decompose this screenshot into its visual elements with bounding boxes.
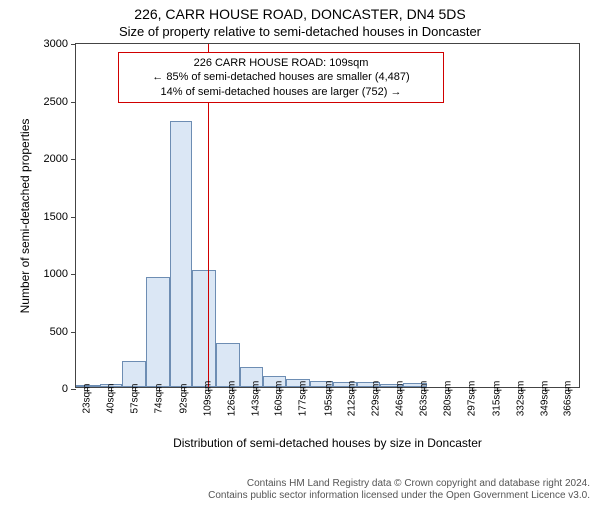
x-tick-label: 143sqm [250,381,261,417]
y-tick-label: 500 [50,326,68,338]
x-axis-label: Distribution of semi-detached houses by … [75,436,580,450]
x-tick-label: 109sqm [202,381,213,417]
y-tick-label: 3000 [44,38,68,50]
page-title: 226, CARR HOUSE ROAD, DONCASTER, DN4 5DS [0,6,600,22]
y-tick-label: 2000 [44,153,68,165]
x-tick-label: 212sqm [347,381,358,417]
y-tick-label: 2500 [44,96,68,108]
footer-attribution: Contains HM Land Registry data © Crown c… [208,478,590,502]
x-tick-label: 366sqm [563,381,574,417]
y-tick-label: 1000 [44,268,68,280]
y-tick [71,159,76,160]
x-tick-label: 229sqm [371,381,382,417]
info-box-line: ← 85% of semi-detached houses are smalle… [127,70,435,84]
y-tick-label: 1500 [44,211,68,223]
chart-container: 05001000150020002500300023sqm40sqm57sqm7… [10,43,590,453]
x-tick-label: 263sqm [418,381,429,417]
info-box-line: 226 CARR HOUSE ROAD: 109sqm [127,56,435,70]
y-tick [71,217,76,218]
x-tick-label: 195sqm [323,381,334,417]
footer-line-2: Contains public sector information licen… [208,490,590,502]
x-tick-label: 177sqm [298,381,309,417]
x-tick-label: 246sqm [395,381,406,417]
histogram-bar [146,277,170,387]
y-tick [71,332,76,333]
x-tick-label: 40sqm [106,383,117,413]
info-box: 226 CARR HOUSE ROAD: 109sqm← 85% of semi… [118,52,444,103]
x-tick-label: 74sqm [153,383,164,413]
y-tick [71,44,76,45]
y-axis-label: Number of semi-detached properties [18,118,32,313]
y-tick [71,389,76,390]
x-tick-label: 126sqm [226,381,237,417]
x-tick-label: 332sqm [515,381,526,417]
y-tick [71,102,76,103]
plot-area: 05001000150020002500300023sqm40sqm57sqm7… [75,43,580,388]
x-tick-label: 23sqm [82,383,93,413]
y-tick-label: 0 [62,383,68,395]
page-subtitle: Size of property relative to semi-detach… [0,24,600,39]
x-tick-label: 297sqm [466,381,477,417]
x-tick-label: 280sqm [442,381,453,417]
histogram-bar [192,270,216,387]
footer-line-1: Contains HM Land Registry data © Crown c… [208,478,590,490]
x-tick-label: 92sqm [179,383,190,413]
x-tick-label: 315sqm [491,381,502,417]
x-tick-label: 57sqm [129,383,140,413]
x-tick-label: 349sqm [539,381,550,417]
info-box-line: 14% of semi-detached houses are larger (… [127,85,435,99]
y-tick [71,274,76,275]
histogram-bar [170,121,192,387]
x-tick-label: 160sqm [274,381,285,417]
